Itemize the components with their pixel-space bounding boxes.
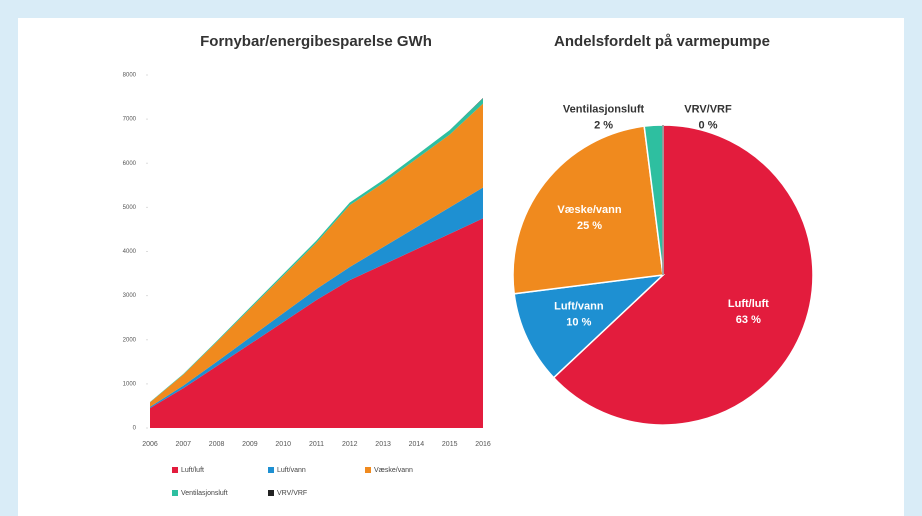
legend-label: Luft/vann [277, 467, 306, 474]
y-tick-label: 7000 [123, 117, 137, 123]
legend-swatch [172, 490, 178, 496]
pie-value: 10 % [566, 317, 591, 329]
legend-swatch [365, 467, 371, 473]
area [150, 218, 483, 428]
pie-value: 63 % [736, 314, 761, 326]
legend-label: Ventilasjonsluft [181, 490, 228, 497]
x-tick-label: 2011 [309, 441, 324, 448]
x-tick-label: 2013 [375, 441, 391, 448]
legend-swatch [172, 467, 178, 473]
pie-slice [512, 125, 664, 295]
pie-value: 2 % [594, 119, 613, 131]
x-tick-label: 2007 [176, 441, 192, 448]
y-tick-label: 6000 [123, 161, 137, 167]
x-tick-label: 2015 [442, 441, 458, 448]
y-tick-label: 2000 [123, 337, 137, 343]
pie-value: 25 % [577, 220, 602, 232]
x-tick-label: 2008 [209, 441, 225, 448]
y-tick-label: 8000 [123, 73, 137, 79]
pie-value: 0 % [699, 119, 718, 131]
legend-label: Luft/luft [181, 467, 204, 474]
y-tick-label: 3000 [123, 293, 137, 299]
pie-slice [513, 273, 666, 379]
legend-swatch [268, 490, 274, 496]
pie-title: Andelsfordelt på varmepumpe [554, 33, 770, 50]
x-tick-label: 2006 [142, 441, 158, 448]
y-tick-label: 0 [133, 426, 137, 432]
area [150, 187, 483, 409]
y-tick-label: 4000 [123, 249, 137, 255]
pie-slice [552, 124, 814, 426]
legend-label: VRV/VRF [277, 490, 307, 497]
area-title: Fornybar/energibesparelse GWh [200, 33, 432, 50]
pie-label: VRV/VRF [684, 103, 732, 115]
x-tick-label: 2010 [275, 441, 291, 448]
legend-label: Væske/vann [374, 467, 413, 474]
area [150, 103, 483, 407]
pie-label: Ventilasjonsluft [563, 103, 645, 115]
y-tick-label: 1000 [123, 381, 137, 387]
legend-swatch [268, 467, 274, 473]
pie-label: Luft/vann [554, 301, 604, 313]
pie-label: Luft/luft [728, 298, 769, 310]
x-tick-label: 2014 [409, 441, 425, 448]
x-tick-label: 2012 [342, 441, 358, 448]
x-tick-label: 2009 [242, 441, 258, 448]
y-tick-label: 5000 [123, 205, 137, 211]
pie-label: Væske/vann [557, 204, 621, 216]
x-tick-label: 2016 [475, 441, 491, 448]
